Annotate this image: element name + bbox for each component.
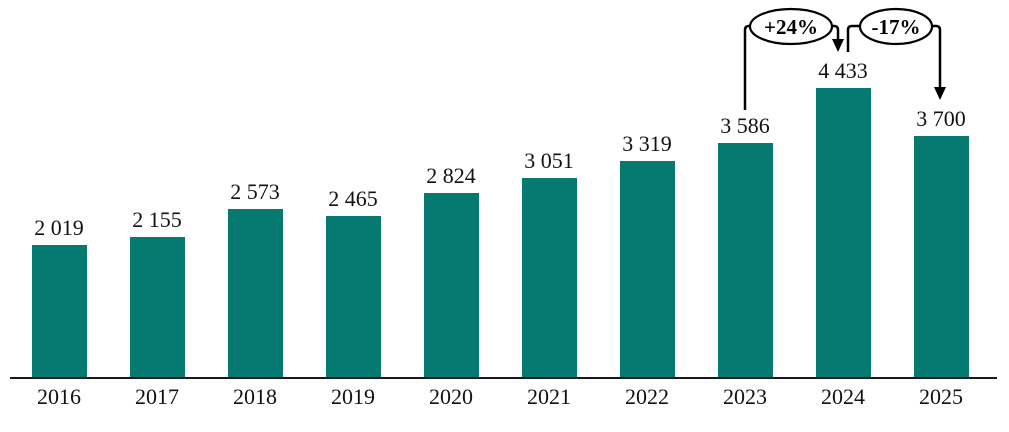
x-axis-label: 2021 [527, 384, 571, 409]
x-axis-label: 2017 [135, 384, 179, 409]
bar-value-label: 2 465 [328, 185, 378, 211]
x-axis-label: 2018 [233, 384, 277, 409]
bar-column: 3 051 2021 [500, 0, 598, 432]
bar-value-label: 2 824 [426, 162, 476, 188]
bar-column: 2 465 2019 [304, 0, 402, 432]
bar-value-label: 3 586 [720, 112, 770, 138]
bar [325, 216, 381, 377]
bar-column: 4 433 2024 [794, 0, 892, 432]
bar [619, 161, 675, 377]
bars: 2 019 2016 2 155 2017 2 573 2018 2 465 2019 2 82… [10, 0, 990, 432]
x-axis-label: 2016 [37, 384, 81, 409]
bar [521, 178, 577, 377]
x-axis-line [10, 377, 997, 379]
bar [129, 237, 185, 377]
x-axis-label: 2022 [625, 384, 669, 409]
bar-value-label: 2 573 [230, 178, 280, 204]
bar-column: 3 319 2022 [598, 0, 696, 432]
bar-value-label: 2 155 [132, 206, 182, 232]
bar-column: 2 573 2018 [206, 0, 304, 432]
bar-column: 2 019 2016 [10, 0, 108, 432]
x-axis-label: 2023 [723, 384, 767, 409]
bar-value-label: 4 433 [818, 57, 868, 83]
bar-value-label: 3 700 [916, 105, 966, 131]
bar-column: 3 586 2023 [696, 0, 794, 432]
bar [423, 193, 479, 377]
bar [913, 136, 969, 377]
bar-column: 3 700 2025 [892, 0, 990, 432]
bar-column: 2 155 2017 [108, 0, 206, 432]
bar [717, 143, 773, 377]
x-axis-label: 2019 [331, 384, 375, 409]
bar-value-label: 2 019 [34, 214, 84, 240]
x-axis-label: 2024 [821, 384, 865, 409]
bar [815, 88, 871, 377]
bar-column: 2 824 2020 [402, 0, 500, 432]
bar [227, 209, 283, 377]
bar-value-label: 3 051 [524, 147, 574, 173]
x-axis-label: 2020 [429, 384, 473, 409]
bar [31, 245, 87, 377]
x-axis-label: 2025 [919, 384, 963, 409]
bar-value-label: 3 319 [622, 130, 672, 156]
